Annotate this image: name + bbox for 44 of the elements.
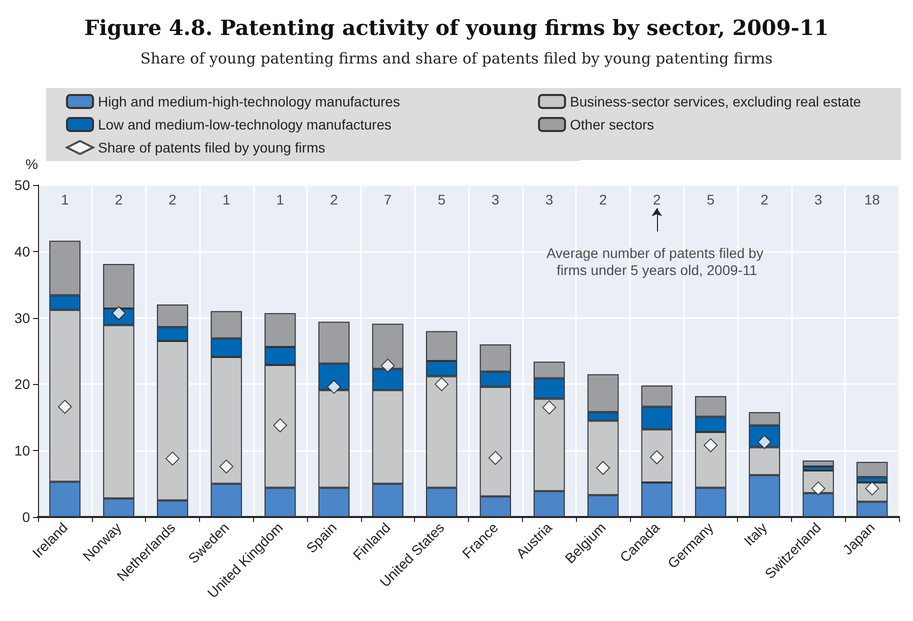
annotation: 1 xyxy=(222,192,230,208)
point xyxy=(219,460,234,474)
point xyxy=(488,450,502,465)
y-tick-label: 40 xyxy=(14,243,30,260)
point xyxy=(434,377,449,392)
point xyxy=(542,400,556,414)
annotation: 2 xyxy=(599,192,608,208)
annotation: 2 xyxy=(760,192,769,208)
point xyxy=(380,358,395,373)
annotation: 3 xyxy=(814,192,822,208)
y-tick-label: 0 xyxy=(22,509,30,525)
y-axis-title: % xyxy=(26,156,38,172)
legend-label: High and medium-high-technology manufactures xyxy=(98,94,400,110)
annotation: 2 xyxy=(168,192,177,208)
annotation: 5 xyxy=(706,192,715,208)
annotation: 2 xyxy=(114,192,123,208)
annotation: 5 xyxy=(438,192,446,208)
point xyxy=(273,418,288,432)
y-tick-label: 10 xyxy=(14,442,30,459)
annotation: 2 xyxy=(330,192,338,208)
point xyxy=(704,438,718,452)
legend-label: Low and medium-low-technology manufactures xyxy=(98,116,392,132)
point xyxy=(326,380,341,394)
legend-label: Share of patents filed by young firms xyxy=(98,140,326,156)
chart-subtitle: Share of young patenting firms and share of patents filed by young patenting firms xyxy=(140,50,773,68)
annotation: 1 xyxy=(276,192,284,208)
legend-label: Other sectors xyxy=(570,116,654,132)
annotation: 2 xyxy=(652,192,661,208)
annotation: Average number of patents filed by firms under 5 years old, 2009-11 xyxy=(546,244,768,278)
point xyxy=(596,460,610,475)
annotation: 1 xyxy=(61,192,70,208)
annotation: 3 xyxy=(545,192,554,208)
chart-title: Figure 4.8. Patenting activity of young firms by sector, 2009-11 xyxy=(84,15,829,40)
x-tick-label: Italy xyxy=(740,519,770,549)
point xyxy=(58,400,72,414)
legend-label: Business-sector services, excluding real estate xyxy=(570,94,862,110)
bar xyxy=(802,460,834,467)
y-tick-label: 50 xyxy=(14,177,30,193)
annotation: 7 xyxy=(384,192,392,208)
annotation: 3 xyxy=(492,192,500,208)
y-tick-label: 20 xyxy=(14,376,30,392)
point xyxy=(166,452,180,466)
y-tick-label: 30 xyxy=(14,310,30,326)
annotation: 18 xyxy=(864,192,880,208)
